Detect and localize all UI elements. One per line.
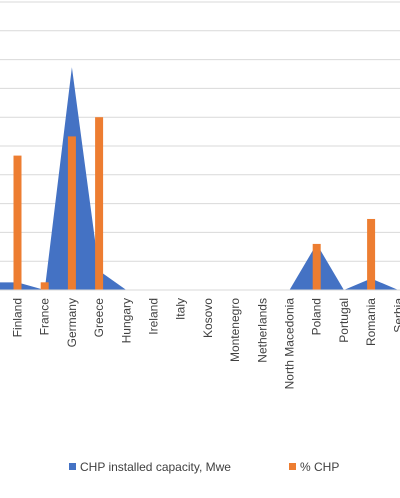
x-tick-label: Ireland: [147, 298, 161, 335]
bar-chp-romania: [367, 219, 375, 290]
x-tick-label: Germany: [65, 298, 79, 347]
legend-label: CHP installed capacity, Mwe: [80, 460, 231, 474]
bar-chp-greece: [95, 117, 103, 290]
x-tick-label: Poland: [310, 298, 324, 335]
x-tick-labels: Finland France Germany Greece Hungary Ireland…: [11, 298, 400, 390]
x-tick-label: Montenegro: [228, 298, 242, 362]
x-tick-label: Finland: [11, 298, 25, 337]
x-tick-label: Netherlands: [255, 298, 269, 363]
x-tick-label: Kosovo: [201, 298, 215, 338]
x-tick-label: Portugal: [337, 298, 351, 343]
legend-swatch: [69, 463, 76, 470]
x-tick-label: France: [38, 298, 52, 336]
area-series: [0, 67, 400, 290]
x-tick-label: North Macedonia: [283, 298, 297, 390]
x-tick-label: Serbia: [391, 298, 400, 333]
legend-label: % CHP: [300, 460, 339, 474]
bar-chp-france: [41, 282, 49, 290]
bar-chp-poland: [313, 244, 321, 290]
x-tick-label: Greece: [92, 298, 106, 338]
area-capacity: [0, 67, 400, 290]
x-tick-label: Italy: [174, 298, 188, 320]
legend: CHP installed capacity, Mwe % CHP: [69, 460, 339, 474]
bar-chp-finland: [14, 156, 22, 290]
bar-chp-germany: [68, 136, 76, 290]
x-tick-label: Hungary: [119, 298, 133, 343]
x-tick-label: Romania: [364, 298, 378, 346]
legend-swatch: [289, 463, 296, 470]
